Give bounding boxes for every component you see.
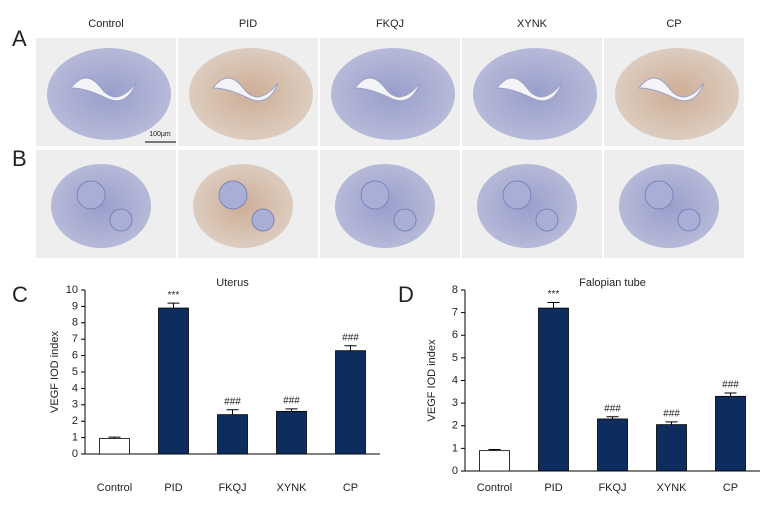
y-tick-label: 10 [66,284,78,296]
error-bar [488,449,501,451]
panel-label: C [12,282,28,307]
y-tick-label: 2 [452,420,458,432]
x-tick-label: CP [723,482,738,494]
tissue [477,164,577,248]
tissue [335,164,435,248]
significance-label: *** [548,289,560,300]
tissue [51,164,151,248]
significance-label: *** [168,290,180,301]
bar [217,414,248,455]
lumen [211,77,279,102]
scale-bar-label: 100μm [149,131,171,138]
x-tick-label: Control [477,482,512,494]
y-tick-label: 1 [452,442,458,454]
bar [715,395,746,472]
y-tick-label: 6 [72,350,78,362]
y-tick-label: 5 [452,352,458,364]
column-header: XYNK [517,18,548,30]
bar [335,350,366,455]
y-tick-label: 1 [72,432,78,444]
y-tick-label: 5 [72,366,78,378]
error-bar [606,416,619,419]
panel-label: B [12,146,27,171]
error-bar [547,301,560,309]
x-tick-label: FKQJ [218,482,246,494]
x-tick-label: XYNK [657,482,688,494]
significance-label: ### [722,380,739,391]
x-tick-label: PID [164,482,182,494]
bar [656,424,687,472]
y-tick-label: 2 [72,415,78,427]
y-tick-label: 0 [72,448,78,460]
follicle [644,180,674,210]
significance-label: ### [224,396,241,407]
follicle [109,208,133,232]
follicle [502,180,532,210]
error-bar [167,302,180,309]
x-tick-label: XYNK [277,482,308,494]
follicle [360,180,390,210]
error-bar [665,421,678,425]
error-bar [344,345,357,351]
tissue [193,164,293,248]
lumen [495,77,563,102]
y-axis-label: VEGF IOD index [49,331,61,413]
follicle [251,208,275,232]
y-tick-label: 8 [452,284,458,296]
x-tick-label: Control [97,482,132,494]
chart-title: Falopian tube [579,277,646,289]
lumen [637,77,705,102]
tissue [619,164,719,248]
error-bar [226,409,239,415]
follicle [535,208,559,232]
follicle [677,208,701,232]
bar [597,418,628,472]
column-header: CP [666,18,681,30]
y-tick-label: 3 [452,397,458,409]
error-bar [724,392,737,397]
tissue [189,48,313,140]
significance-label: ### [604,403,621,414]
follicle [393,208,417,232]
bar [99,438,130,455]
column-header: FKQJ [376,18,404,30]
follicle [76,180,106,210]
error-bar [285,408,298,412]
y-tick-label: 4 [72,382,78,394]
tissue [47,48,171,140]
y-tick-label: 6 [452,329,458,341]
tissue [615,48,739,140]
y-tick-label: 8 [72,317,78,329]
bar [538,307,569,472]
y-tick-label: 9 [72,300,78,312]
x-tick-label: CP [343,482,358,494]
tissue [331,48,455,140]
bar [158,307,189,455]
y-axis-label: VEGF IOD index [426,339,438,421]
lumen [353,77,421,102]
significance-label: ### [342,332,359,343]
follicle [218,180,248,210]
bar [276,410,307,455]
y-tick-label: 7 [72,333,78,345]
x-tick-label: FKQJ [598,482,626,494]
lumen [69,77,137,102]
error-bar [108,436,121,439]
significance-label: ### [283,396,300,407]
significance-label: ### [663,409,680,420]
x-tick-label: PID [544,482,562,494]
y-tick-label: 0 [452,465,458,477]
chart-title: Uterus [216,277,249,289]
bar [479,450,510,472]
panel-label: D [398,282,414,307]
y-tick-label: 4 [452,374,458,386]
y-tick-label: 7 [452,307,458,319]
tissue [473,48,597,140]
column-header: Control [88,18,123,30]
panel-label: A [12,26,27,51]
y-tick-label: 3 [72,399,78,411]
column-header: PID [239,18,257,30]
